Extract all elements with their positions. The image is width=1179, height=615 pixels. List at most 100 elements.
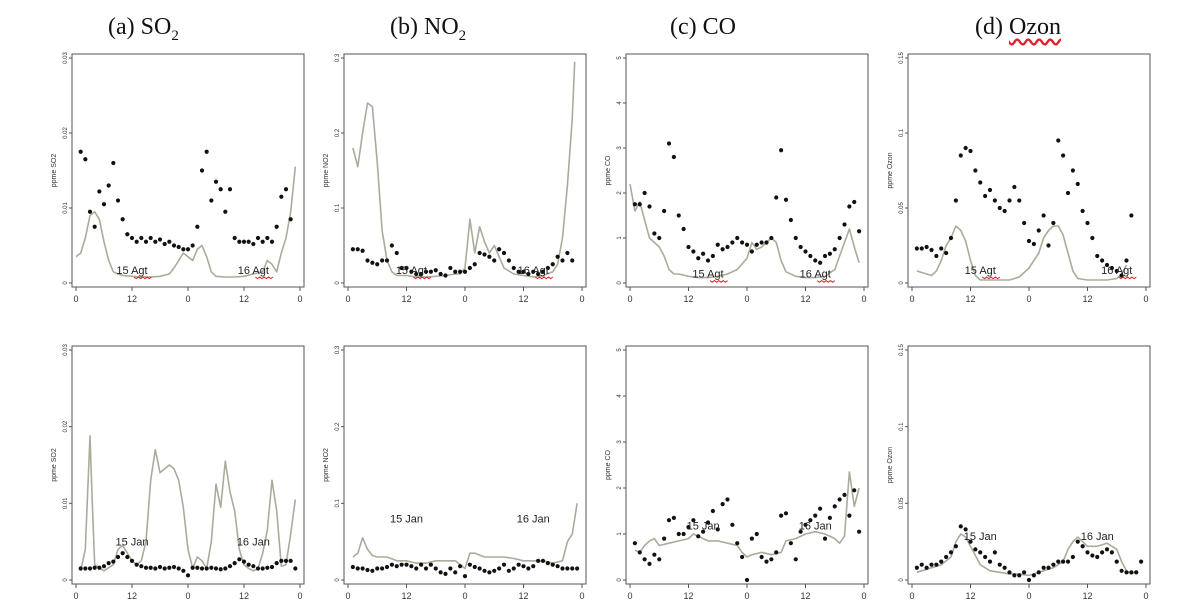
observation-point bbox=[157, 564, 163, 570]
y-tick-label: 0 bbox=[335, 281, 341, 285]
observation-point bbox=[983, 554, 988, 560]
observation-point bbox=[749, 249, 754, 254]
observation-point bbox=[725, 244, 730, 250]
observation-point bbox=[676, 213, 681, 218]
x-tick-label: 0 bbox=[462, 591, 467, 601]
observation-point bbox=[101, 564, 107, 569]
observation-point bbox=[764, 559, 769, 564]
observation-point bbox=[516, 269, 521, 274]
observation-point bbox=[458, 564, 463, 569]
observation-point bbox=[842, 492, 847, 497]
observation-point bbox=[560, 566, 565, 571]
observation-point bbox=[521, 564, 526, 569]
y-tick-label: 5 bbox=[617, 56, 623, 60]
observation-point bbox=[958, 524, 963, 529]
observation-point bbox=[550, 262, 555, 267]
observation-point bbox=[223, 566, 228, 571]
spellcheck-underline bbox=[816, 279, 836, 283]
panel-no2-aug: ppme NO2 0 0.1 0.2 0.3 0 12 0 12 0 15 Agt 16 Agt bbox=[323, 53, 587, 304]
observation-point bbox=[176, 244, 181, 250]
observation-point bbox=[501, 562, 507, 567]
observation-point bbox=[852, 199, 857, 205]
observation-point bbox=[637, 202, 642, 207]
x-tick-label: 12 bbox=[683, 294, 693, 304]
observation-point bbox=[676, 531, 681, 537]
observation-point bbox=[803, 522, 808, 527]
observation-point bbox=[550, 562, 555, 567]
y-axis-label: ppme CO bbox=[605, 155, 612, 186]
observation-point bbox=[237, 239, 242, 244]
observation-point bbox=[255, 235, 261, 241]
observation-point bbox=[847, 513, 852, 518]
observation-point bbox=[414, 271, 419, 277]
observation-point bbox=[978, 550, 983, 555]
observation-point bbox=[565, 566, 570, 571]
observation-point bbox=[545, 561, 550, 566]
observation-point bbox=[511, 566, 516, 571]
observation-point bbox=[120, 217, 125, 222]
observation-point bbox=[293, 566, 298, 571]
observation-point bbox=[1041, 565, 1046, 570]
observation-point bbox=[973, 168, 978, 173]
observation-point bbox=[944, 250, 949, 256]
y-tick-label: 0 bbox=[617, 281, 623, 285]
y-tick-label: 0 bbox=[335, 578, 341, 582]
observation-point bbox=[759, 240, 764, 245]
observation-point bbox=[1012, 573, 1017, 578]
date-annotation: 15 Agt bbox=[116, 265, 147, 277]
observation-point bbox=[365, 567, 370, 573]
observation-point bbox=[497, 247, 502, 252]
observation-point bbox=[565, 250, 570, 256]
observation-point bbox=[798, 244, 803, 250]
y-tick-label: 1 bbox=[617, 236, 623, 240]
observation-point bbox=[171, 564, 177, 570]
observation-point bbox=[251, 241, 256, 247]
observation-point bbox=[1139, 559, 1144, 564]
observation-point bbox=[793, 235, 798, 241]
observation-point bbox=[632, 541, 637, 546]
observation-point bbox=[283, 187, 289, 192]
observation-point bbox=[106, 183, 111, 188]
y-tick-label: 0.02 bbox=[63, 420, 69, 432]
observation-point bbox=[779, 513, 784, 518]
observation-point bbox=[185, 247, 191, 252]
observation-point bbox=[375, 566, 380, 571]
observation-point bbox=[715, 527, 720, 532]
x-tick-label: 12 bbox=[127, 591, 137, 601]
observation-point bbox=[404, 562, 409, 567]
observation-point bbox=[1007, 198, 1012, 203]
observation-point bbox=[269, 564, 275, 570]
observation-point bbox=[837, 497, 842, 502]
observation-point bbox=[433, 268, 438, 273]
observation-point bbox=[852, 488, 857, 493]
observation-point bbox=[171, 243, 177, 248]
spellcheck-underline bbox=[133, 276, 152, 280]
observation-point bbox=[652, 552, 657, 557]
y-axis-label: ppme NO2 bbox=[323, 448, 330, 482]
observation-point bbox=[453, 269, 458, 274]
observation-point bbox=[686, 244, 691, 250]
observation-point bbox=[516, 562, 521, 567]
observation-point bbox=[511, 265, 516, 271]
observation-point bbox=[111, 559, 116, 564]
observation-point bbox=[1022, 220, 1027, 226]
observation-point bbox=[477, 250, 482, 256]
observation-point bbox=[241, 239, 247, 244]
observation-point bbox=[681, 226, 686, 232]
observation-point bbox=[1046, 243, 1051, 248]
spellcheck-underline bbox=[981, 276, 1001, 280]
spellcheck-underline bbox=[709, 279, 728, 283]
observation-point bbox=[749, 536, 754, 541]
y-tick-label: 0 bbox=[899, 281, 905, 285]
observation-point bbox=[389, 562, 394, 567]
title-ozon: (d) Ozon bbox=[975, 14, 1061, 40]
spellcheck-underline bbox=[413, 276, 432, 280]
x-tick-label: 0 bbox=[185, 294, 190, 304]
observation-point bbox=[570, 258, 575, 263]
observation-point bbox=[143, 239, 149, 244]
date-annotation: 16 Agt bbox=[518, 265, 549, 277]
observation-point bbox=[1075, 539, 1080, 544]
y-tick-label: 0.03 bbox=[63, 52, 69, 64]
observation-point bbox=[448, 265, 453, 271]
observation-point bbox=[1065, 190, 1071, 196]
